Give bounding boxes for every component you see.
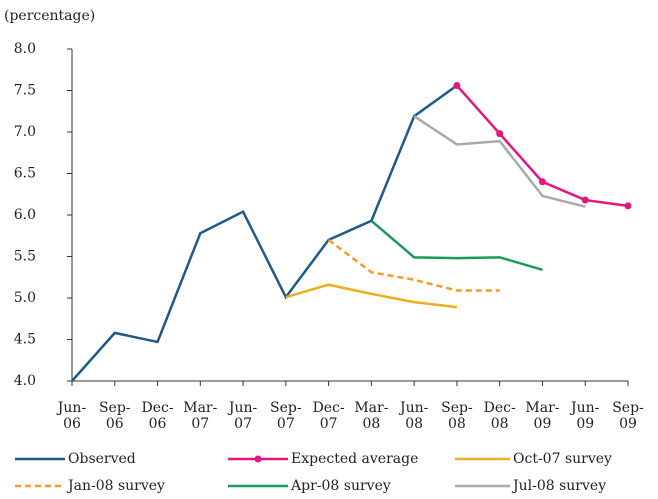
series-line [285,283,458,309]
x-tick-label: Sep-08 [441,400,473,432]
series-line [455,84,629,208]
y-tick-label: 8.0 [14,41,36,57]
y-tick-label: 7.0 [14,124,36,140]
legend-label: Jan-08 survey [66,478,165,494]
x-tick-label: Jun-06 [56,400,87,432]
x-tick-label: Mar-07 [183,400,217,432]
y-tick-label: 5.5 [14,249,36,265]
y-tick-label: 4.0 [14,373,36,389]
x-tick-label: Jun-08 [398,400,429,432]
y-tick-label: 4.5 [14,332,36,348]
y-tick-label: 7.5 [14,83,36,99]
x-tick-label: Jun-09 [569,400,600,432]
y-tick-label: 5.0 [14,290,36,306]
x-tick-label: Jun-07 [227,400,258,432]
x-tick-label: Sep-09 [612,400,644,432]
x-tick-label: Dec-06 [141,400,173,432]
x-tick-label: Dec-07 [313,400,345,432]
legend-label: Observed [68,451,136,467]
x-tick-label: Dec-08 [484,400,516,432]
legend-label: Jul-08 survey [511,478,606,494]
x-tick-label: Mar-08 [354,400,388,432]
x-tick-label: Sep-06 [99,400,131,432]
series-marker [581,196,589,204]
series-line [413,115,586,208]
x-tick-label: Mar-09 [525,400,559,432]
series-line [71,84,458,382]
legend-label: Expected average [291,451,418,467]
series-line [370,219,543,271]
x-tick-label: Sep-07 [270,400,302,432]
y-tick-label: 6.5 [14,166,36,182]
series-marker [538,178,546,186]
legend-marker [254,455,262,463]
series-marker [624,202,632,210]
legend-label: Oct-07 survey [513,451,612,467]
series-line [327,238,500,292]
series-marker [453,82,461,90]
legend-label: Apr-08 survey [290,478,391,494]
y-axis-label: (percentage) [4,8,95,24]
y-tick-label: 6.0 [14,207,36,223]
series-marker [496,130,504,138]
